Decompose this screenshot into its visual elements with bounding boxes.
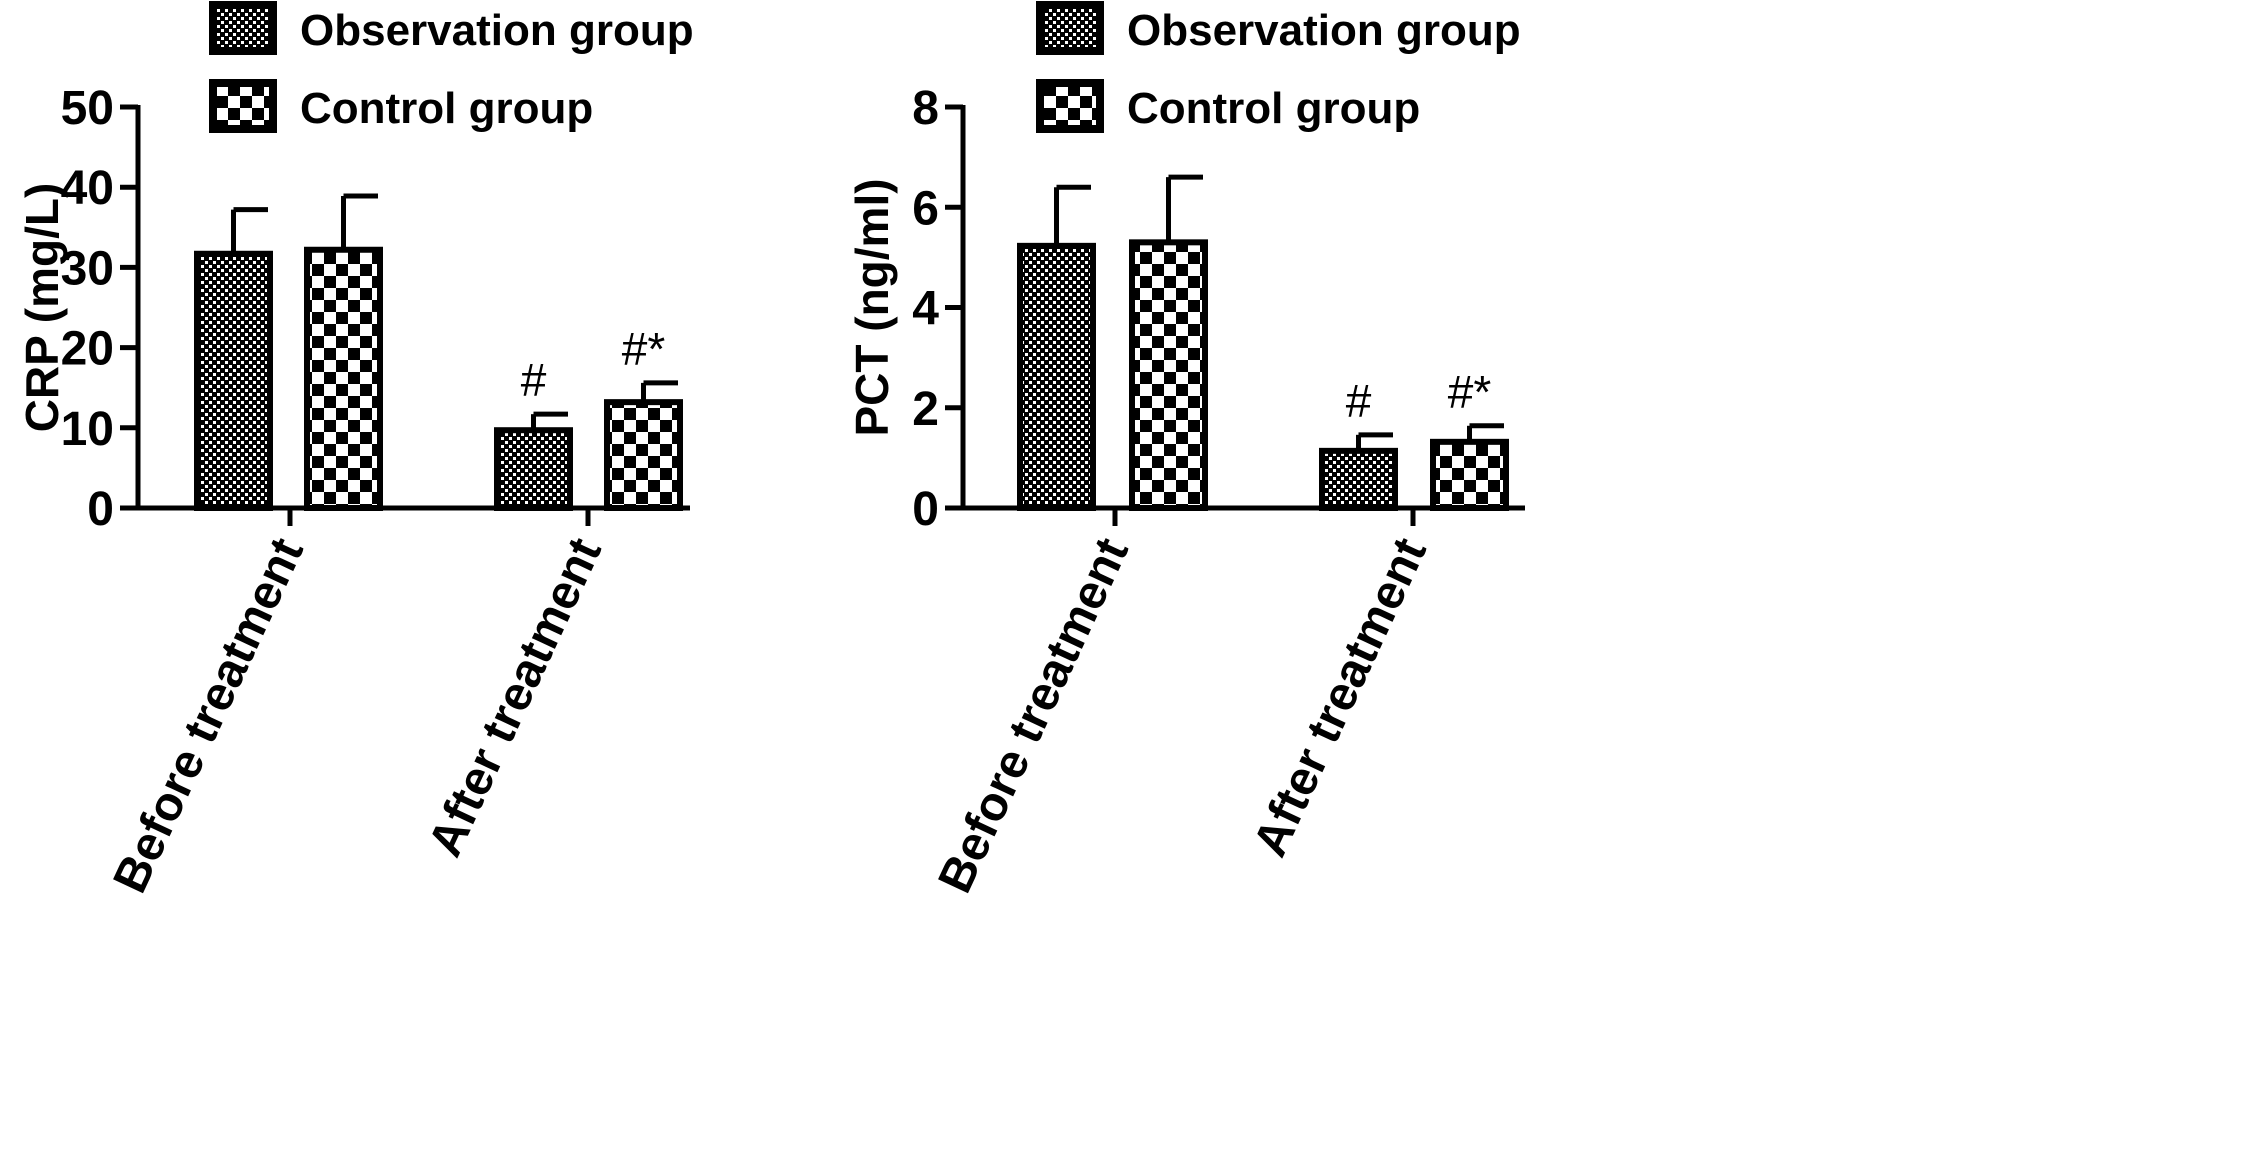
- y-tick-label: 0: [912, 483, 939, 536]
- x-tick-label: Before treatment: [104, 530, 314, 901]
- y-tick-label: 40: [61, 162, 114, 215]
- y-tick-label: 10: [61, 403, 114, 456]
- bar: [1129, 239, 1208, 511]
- bar: [1319, 447, 1398, 512]
- legend-swatch: [209, 79, 277, 133]
- bar: [304, 246, 383, 511]
- x-tick-label: After treatment: [1244, 530, 1437, 864]
- y-axis-label: PCT (ng/ml): [846, 178, 898, 436]
- significance-mark: #: [1346, 375, 1372, 427]
- bar: [1017, 242, 1096, 511]
- legend-swatch: [1036, 79, 1104, 133]
- legend-label: Control group: [300, 84, 593, 133]
- legend-swatch: [1036, 1, 1104, 55]
- y-tick-label: 50: [61, 82, 114, 135]
- bar: [1430, 438, 1509, 511]
- y-tick-label: 0: [87, 483, 114, 536]
- legend-label: Observation group: [1127, 6, 1521, 55]
- significance-mark: #*: [622, 323, 666, 375]
- significance-mark: #*: [1448, 366, 1492, 418]
- y-tick-label: 30: [61, 242, 114, 295]
- legend-label: Control group: [1127, 84, 1420, 133]
- y-tick-label: 8: [912, 82, 939, 135]
- bar: [194, 250, 273, 511]
- bar: [494, 427, 573, 511]
- x-tick-label: After treatment: [419, 530, 612, 864]
- y-tick-label: 4: [912, 283, 939, 336]
- bar: [604, 399, 683, 511]
- y-axis-label: CRP (mg/L): [16, 183, 68, 433]
- legend-swatch: [209, 1, 277, 55]
- y-tick-label: 20: [61, 323, 114, 376]
- legend-label: Observation group: [300, 6, 694, 55]
- y-tick-label: 6: [912, 182, 939, 235]
- y-tick-label: 2: [912, 383, 939, 436]
- x-tick-label: Before treatment: [929, 530, 1139, 901]
- chart-pct: Observation group Control group 0 2 4 6 8 PCT (…: [846, 1, 1525, 901]
- chart-crp: Observation group Control group 0 10 20 30 40 5…: [16, 1, 694, 901]
- significance-mark: #: [521, 354, 547, 406]
